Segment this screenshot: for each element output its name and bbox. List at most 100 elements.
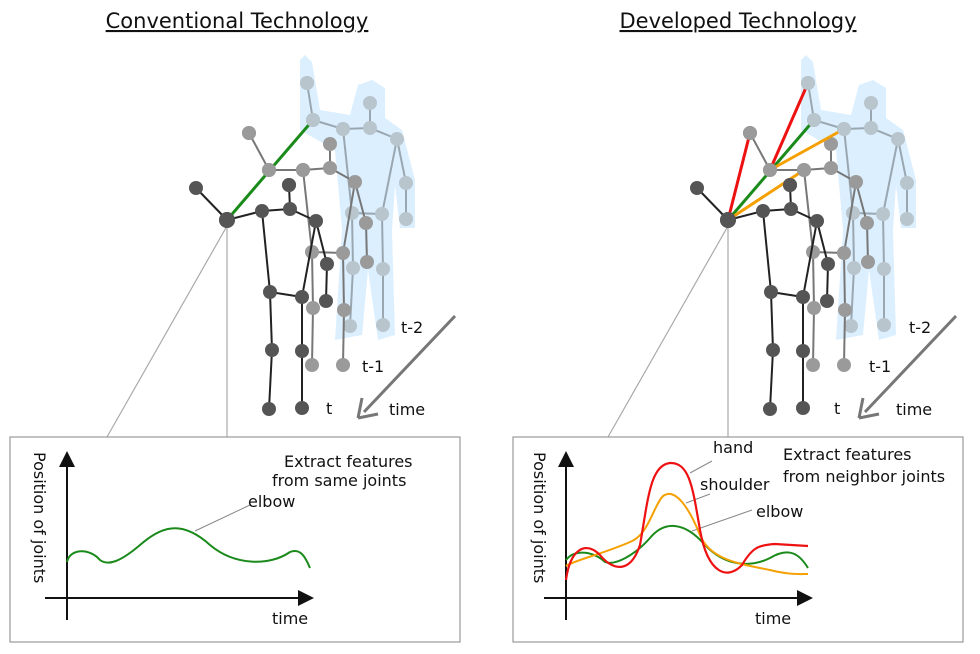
right-note-1: Extract features (783, 445, 912, 464)
bone (342, 252, 345, 311)
elbow-callout (691, 509, 753, 532)
joint-head (323, 137, 337, 151)
joint-elbR (821, 257, 835, 271)
bone (349, 267, 354, 327)
joint-elb (807, 113, 821, 127)
joint-hand (743, 126, 757, 140)
bone (897, 138, 908, 184)
bone (342, 181, 356, 254)
joint-elb (763, 163, 777, 177)
joint-shR (348, 175, 362, 189)
joint-elb (219, 212, 235, 228)
bone (311, 251, 314, 309)
joint-shR (810, 214, 824, 228)
joint-shL (296, 163, 310, 177)
curve-shoulder (565, 493, 809, 576)
right-ylabel: Position of joints (530, 452, 549, 583)
joint-hipR (295, 290, 309, 304)
joint-elb (262, 163, 276, 177)
joint-ftR (837, 358, 851, 372)
joint-shL (797, 163, 811, 177)
joint-ftR (376, 318, 390, 332)
left-xlabel: time (272, 609, 308, 628)
joint-ftR (877, 318, 891, 332)
right-panel (512, 55, 964, 643)
joint-hipL (806, 245, 820, 259)
bone (302, 169, 313, 253)
right-label-elbow: elbow (756, 502, 803, 521)
bone (261, 210, 271, 293)
left-label-elbow: elbow (248, 492, 295, 511)
joint-shR (390, 132, 404, 146)
left-title: Conventional Technology (106, 9, 369, 33)
joint-knR (838, 303, 852, 317)
left-frame-t1: t-1 (362, 357, 384, 376)
joint-ftR (336, 358, 350, 372)
joint-ftL (343, 319, 357, 333)
joint-ftL (806, 358, 820, 372)
bone (843, 128, 854, 214)
joint-shR (891, 132, 905, 146)
joint-hand (189, 181, 203, 195)
time-arrow (863, 314, 958, 414)
joint-shL (255, 204, 269, 218)
joint-knR (796, 344, 810, 358)
joint-neck (323, 161, 337, 175)
right-time-label: time (896, 400, 932, 419)
joint-handR (900, 212, 914, 226)
joint-hand (242, 126, 256, 140)
bone (843, 309, 846, 366)
joint-handR (820, 294, 834, 308)
person-silhouette (801, 55, 916, 340)
bone (342, 128, 353, 214)
joint-neck (864, 121, 878, 135)
right-title: Developed Technology (619, 9, 856, 33)
joint-hand (300, 76, 314, 90)
joint-hipR (876, 207, 890, 221)
joint-ftR (295, 401, 309, 415)
bone (396, 138, 407, 184)
time-arrow-head (356, 397, 379, 420)
joint-head (783, 178, 797, 192)
curve-hand (564, 461, 809, 581)
bone (882, 138, 899, 215)
bone (354, 181, 367, 224)
joint-head (864, 96, 878, 110)
joint-head (824, 137, 838, 151)
bone (802, 220, 818, 298)
joint-shL (756, 204, 770, 218)
joint-knR (877, 262, 891, 276)
bone (843, 252, 846, 311)
bone (850, 267, 855, 327)
bone (769, 349, 774, 410)
joint-elbR (399, 176, 413, 190)
joint-elbR (359, 216, 373, 230)
joint-hipR (336, 246, 350, 260)
bone (762, 210, 772, 293)
joint-elbR (860, 216, 874, 230)
joint-head (363, 96, 377, 110)
bone (812, 251, 815, 309)
joint-handR (319, 294, 333, 308)
right-note-2: from neighbor joints (783, 467, 945, 486)
left-panel (9, 55, 461, 643)
feature-link (768, 82, 810, 171)
joint-knR (337, 303, 351, 317)
left-ylabel: Position of joints (30, 452, 49, 583)
joint-shL (837, 122, 851, 136)
left-time-label: time (389, 400, 425, 419)
joint-head (282, 178, 296, 192)
joint-handR (861, 255, 875, 269)
joint-neck (283, 202, 297, 216)
joint-neck (784, 202, 798, 216)
feature-link (769, 127, 845, 172)
joint-neck (363, 121, 377, 135)
bone (342, 309, 345, 366)
bone (803, 169, 814, 253)
joint-knL (306, 301, 320, 315)
joint-shR (309, 214, 323, 228)
joint-handR (360, 255, 374, 269)
joint-knL (807, 301, 821, 315)
joint-elb (720, 212, 736, 228)
